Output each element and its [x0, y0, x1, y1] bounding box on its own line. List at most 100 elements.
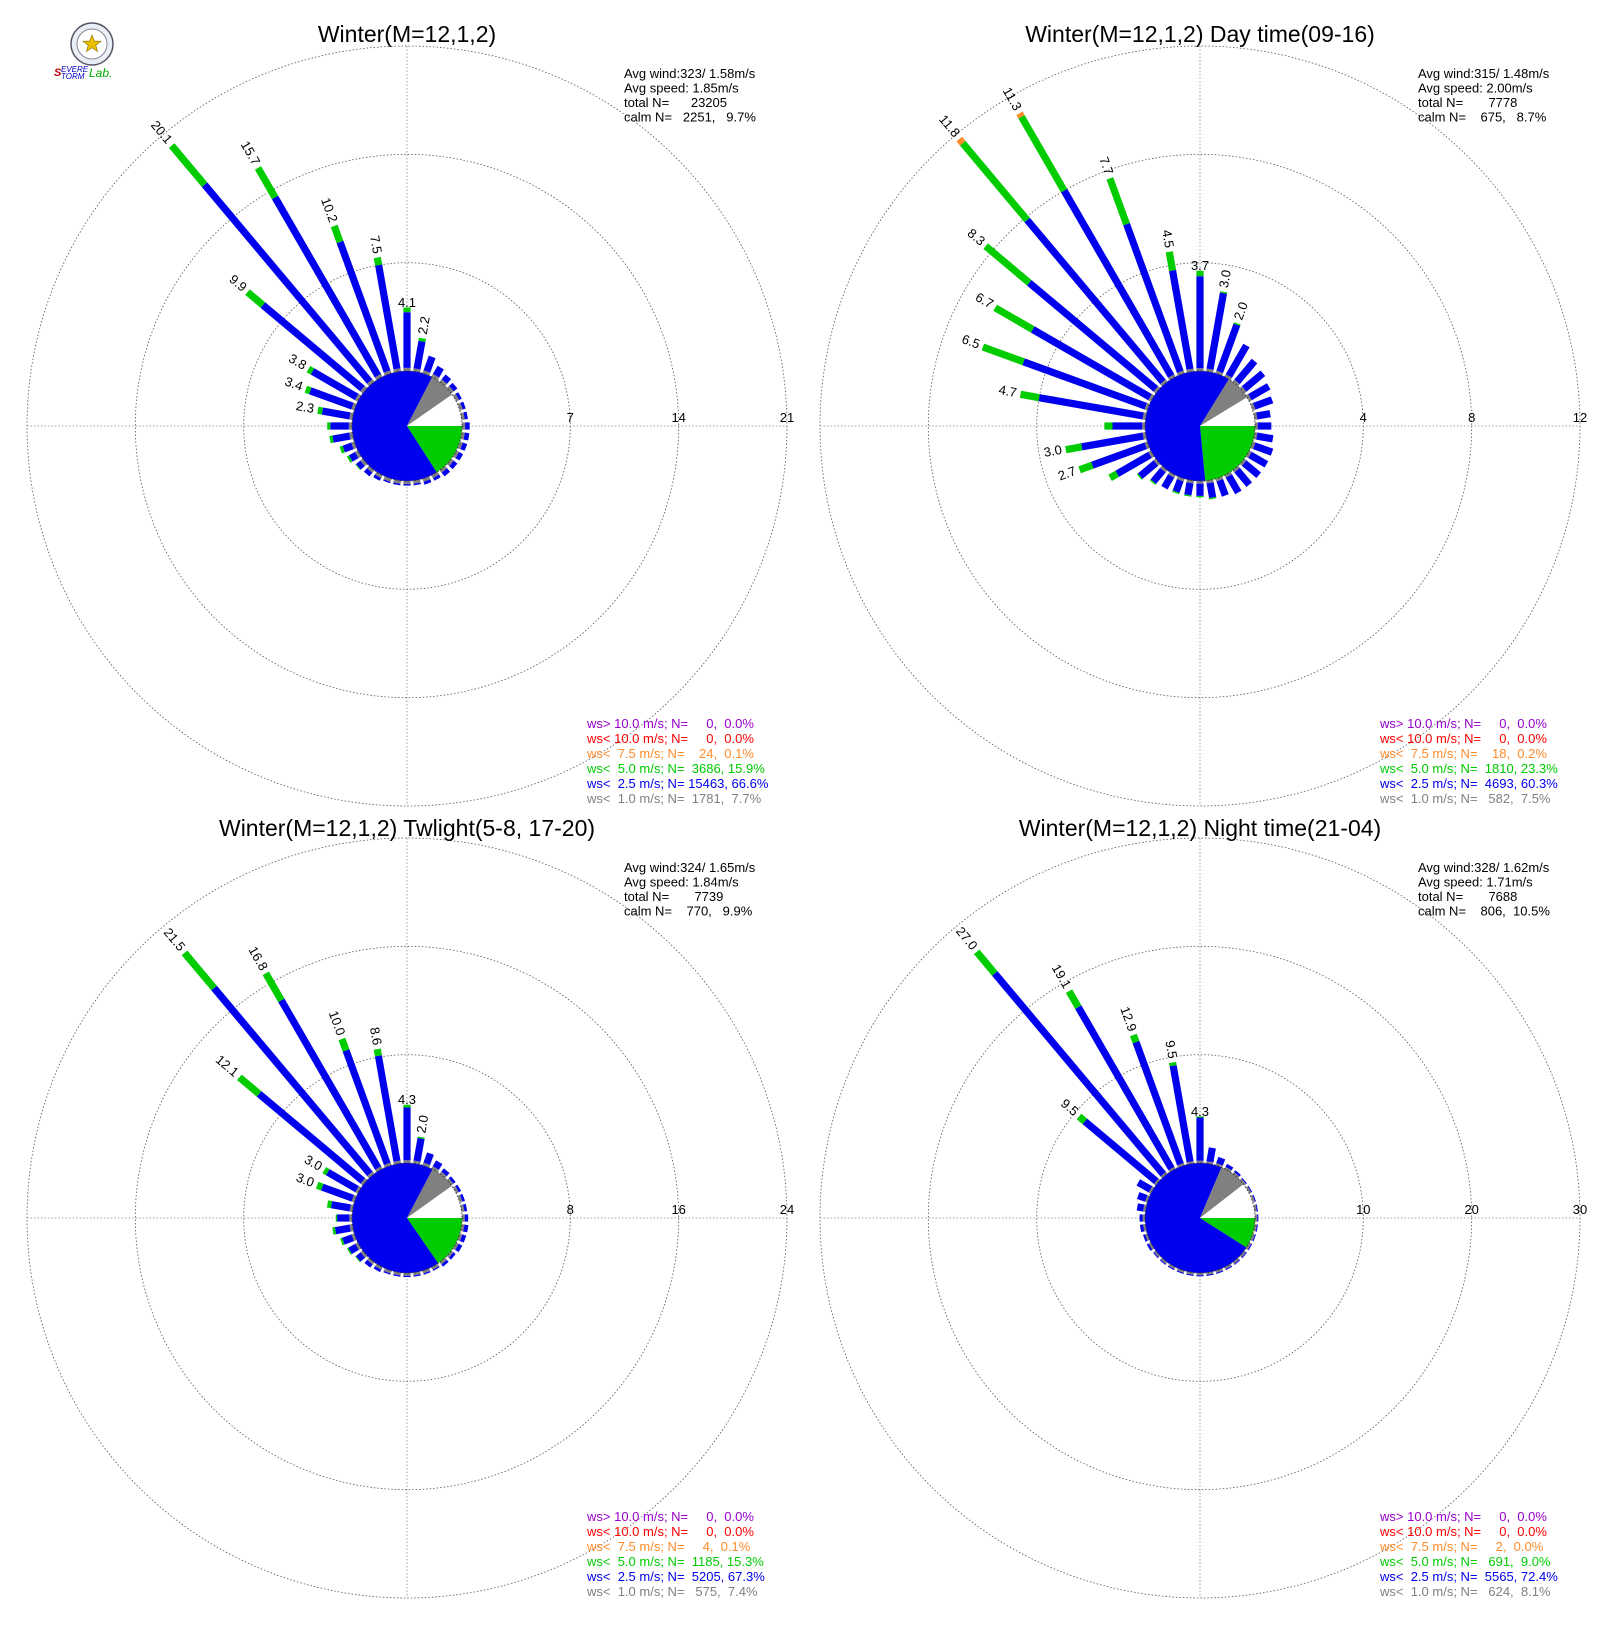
petal-170 [1206, 1271, 1214, 1276]
legend-entry-lt10: ws< 10.0 m/s; N= 0, 0.0% [1379, 731, 1547, 746]
ring-2 [927, 945, 1473, 1491]
petal-350 [373, 1048, 401, 1165]
petal-segment-lt2_5 [278, 998, 382, 1170]
petal-segment-lt1 [393, 1160, 401, 1165]
petal-segment-lt1 [375, 1166, 383, 1173]
petal-segment-lt2_5 [1172, 479, 1184, 493]
stats-line: Avg wind:324/ 1.65m/s [624, 860, 756, 875]
svg-text:Lab.: Lab. [89, 66, 112, 80]
pie-slice-calm [1200, 397, 1255, 426]
petal-segment-lt5 [1019, 390, 1040, 402]
petal-segment-lt5 [983, 243, 1032, 286]
petal-segment-lt2_5 [363, 468, 373, 477]
bar-label: 4.7 [998, 382, 1018, 400]
petal-160 [422, 1268, 431, 1275]
legend-entry-lt7_5: ws< 7.5 m/s; N= 24, 0.1% [586, 746, 754, 761]
petal-segment-lt1 [1160, 465, 1168, 473]
petal-segment-lt1 [1239, 1250, 1247, 1258]
petal-segment-lt2_5 [325, 1169, 359, 1193]
petal-segment-lt1 [1196, 368, 1204, 371]
petal-segment-lt2_5 [1234, 467, 1252, 487]
ring-1 [243, 262, 571, 590]
petal-20 [1215, 322, 1241, 376]
petal-segment-lt1 [1215, 476, 1224, 482]
bar-label: 9.9 [226, 271, 249, 294]
petal-segment-lt2_5 [992, 971, 1166, 1177]
petal-0 [403, 307, 411, 371]
petal-segment-lt2_5 [373, 474, 382, 481]
legend-entry-lt1: ws< 1.0 m/s; N= 624, 8.1% [1379, 1584, 1551, 1599]
petal-segment-lt1 [1148, 1186, 1155, 1194]
petal-segment-lt2_5 [1252, 1194, 1256, 1202]
petal-140 [439, 1257, 449, 1267]
ring-1 [243, 1054, 571, 1382]
pie-slice-lt5 [407, 426, 462, 473]
bar-label: 3.0 [302, 1152, 325, 1174]
petal-segment-lt5 [306, 366, 315, 375]
center-pie [351, 1162, 463, 1274]
petal-segment-lt1 [1250, 1233, 1255, 1241]
petal-60 [452, 392, 462, 402]
petal-segment-lt5 [329, 435, 334, 444]
petal-segment-lt1 [452, 450, 460, 459]
petal-segment-lt2_5 [1091, 442, 1147, 469]
pie-slice-lt1 [407, 1169, 452, 1218]
petal-segment-lt2_5 [1026, 280, 1159, 392]
petal-segment-lt1 [351, 402, 357, 411]
bar-label: 8.3 [965, 225, 988, 248]
petal-segment-lt5 [373, 256, 383, 266]
petal-240 [347, 1242, 362, 1255]
petal-270 [1104, 422, 1145, 430]
petal-segment-lt2_5 [1225, 474, 1242, 495]
petal-segment-lt2_5 [1257, 1214, 1259, 1222]
petal-segment-lt2_5 [432, 1266, 440, 1271]
pie-slice-calm [1200, 1184, 1256, 1218]
petal-segment-lt2_5 [413, 482, 421, 486]
petal-segment-lt1 [367, 1171, 375, 1179]
petal-150 [1224, 471, 1242, 495]
petal-segment-lt5 [373, 1048, 382, 1057]
petal-20 [1215, 1156, 1226, 1168]
petal-segment-lt1 [393, 1271, 401, 1276]
petal-segment-lt1 [1177, 1268, 1185, 1273]
petal-segment-lt1 [1186, 1161, 1194, 1165]
bar-label: 6.7 [973, 289, 996, 311]
ring-2 [927, 153, 1473, 699]
petal-segment-lt1 [452, 1186, 459, 1194]
bar-label: 12.1 [213, 1052, 242, 1080]
ring-label: 7 [567, 410, 574, 425]
petal-segment-lt2_5 [342, 1234, 354, 1245]
petal-segment-lt2_5 [1256, 432, 1274, 443]
petal-segment-lt1 [360, 1250, 368, 1258]
petal-segment-lt1 [1153, 386, 1161, 394]
petal-segment-lt2_5 [348, 451, 359, 462]
center-pie [351, 370, 463, 482]
petal-280 [1019, 390, 1147, 420]
legend-entry-lt10: ws< 10.0 m/s; N= 0, 0.0% [586, 731, 754, 746]
petal-70 [457, 401, 466, 411]
petal-180 [403, 1273, 411, 1278]
legend-entry-gt10: ws> 10.0 m/s; N= 0, 0.0% [1379, 716, 1547, 731]
petal-segment-lt5 [1219, 291, 1228, 294]
petal-250 [1078, 441, 1150, 474]
petal-segment-lt1 [1176, 476, 1185, 482]
petal-60 [1245, 383, 1271, 402]
bar-label: 3.0 [1216, 269, 1234, 289]
petal-segment-lt2_5 [413, 340, 426, 370]
petal-segment-lt2_5 [1216, 1156, 1226, 1166]
petal-segment-lt5 [335, 1214, 338, 1222]
panel-title: Winter(M=12,1,2) [318, 21, 496, 47]
petal-230 [1136, 458, 1161, 480]
petal-210 [373, 1263, 383, 1273]
petal-segment-lt2_5 [455, 1184, 462, 1193]
petal-330 [1065, 989, 1176, 1173]
petal-segment-lt1 [1176, 370, 1185, 376]
windrose-panel-1: 7 14 21 20.1 15.7 10.2 7.5 9.9 4.1 2.2 3.83.4 2.3 Wi… [26, 21, 794, 807]
petal-segment-lt2_5 [455, 392, 462, 401]
legend-entry-lt5: ws< 5.0 m/s; N= 1810, 23.3% [1379, 761, 1558, 776]
petal-segment-lt5 [1169, 1061, 1177, 1067]
petal-140 [1232, 465, 1252, 487]
bar-label: 20.1 [148, 118, 176, 147]
petal-segment-lt1 [431, 1263, 439, 1270]
petal-190 [1186, 1271, 1194, 1276]
